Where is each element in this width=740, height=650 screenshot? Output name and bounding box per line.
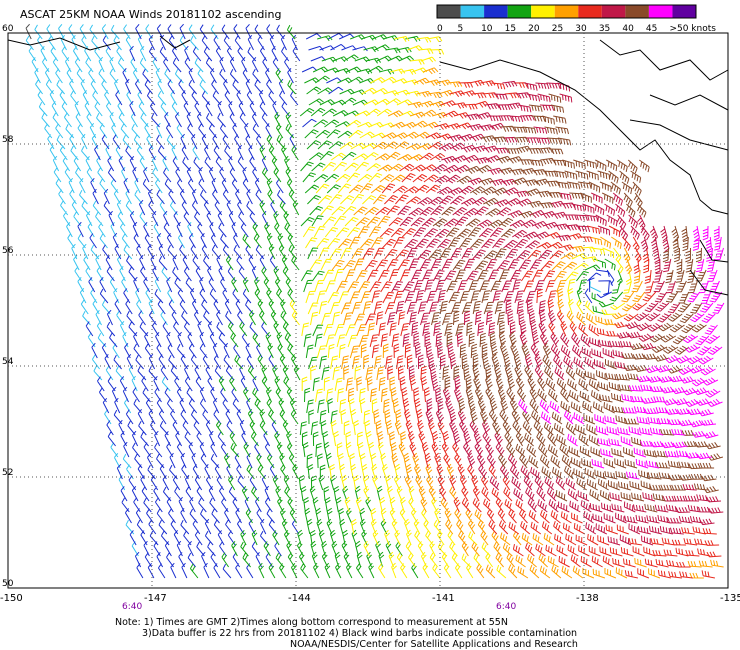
time-label: 6:40 [496,602,516,612]
longitude-label: -135 [720,593,740,604]
longitude-label: -147 [144,593,167,604]
barb-group [25,23,601,557]
colorbar-swatch [648,5,673,18]
barb-group [25,23,32,40]
barb-group [331,67,724,579]
latitude-label: 56 [2,246,14,256]
longitude-label: -141 [432,593,455,604]
coastline [7,35,729,296]
colorbar-swatch [507,5,532,18]
wind-barbs [25,23,725,579]
colorbar-label: 40 [622,24,634,34]
barb-group [289,36,632,579]
colorbar-label: 20 [528,24,540,34]
colorbar-swatch [672,5,696,18]
colorbar-swatch [601,5,626,18]
barb-group [189,24,624,579]
time-label: 6:40 [122,602,142,612]
note-line: 3)Data buffer is 22 hrs from 20181102 4)… [142,628,577,639]
colorbar-label: 45 [646,24,657,34]
latitude-label: 50 [2,579,14,589]
colorbar-frame [436,4,697,19]
colorbar-label: 30 [575,24,587,34]
colorbar-label: 5 [458,24,464,34]
barb-group [77,23,615,579]
title: ASCAT 25KM NOAA Winds 20181102 ascending [20,8,281,21]
colorbar-label: 35 [599,24,610,34]
colorbar-label: 15 [505,24,516,34]
colorbar-label: 25 [552,24,563,34]
colorbar-swatch [460,5,485,18]
colorbar-swatch [554,5,579,18]
barb-group [387,80,724,546]
colorbar-swatch [625,5,649,18]
latitude-label: 58 [2,135,14,145]
colorbar-label: 10 [481,24,493,34]
barb-group [428,93,724,513]
note-line: Note: 1) Times are GMT 2)Times along bot… [115,617,508,628]
colorbar-label: >50 knots [669,24,716,34]
colorbar-label: 0 [437,24,443,34]
map-frame [7,32,729,589]
longitude-label: -138 [576,593,599,604]
latitude-label: 60 [2,24,14,34]
colorbar-swatch [578,5,602,18]
latitude-label: 54 [2,357,14,367]
barb-group [362,79,722,579]
note-line: NOAA/NESDIS/Center for Satellite Applica… [290,639,578,650]
colorbar-swatch [531,5,555,18]
latitude-label: 52 [2,468,13,478]
colorbar-swatch [437,5,461,18]
longitude-label: -144 [288,593,311,604]
longitude-label: -150 [0,593,23,604]
colorbar-swatch [484,5,508,18]
